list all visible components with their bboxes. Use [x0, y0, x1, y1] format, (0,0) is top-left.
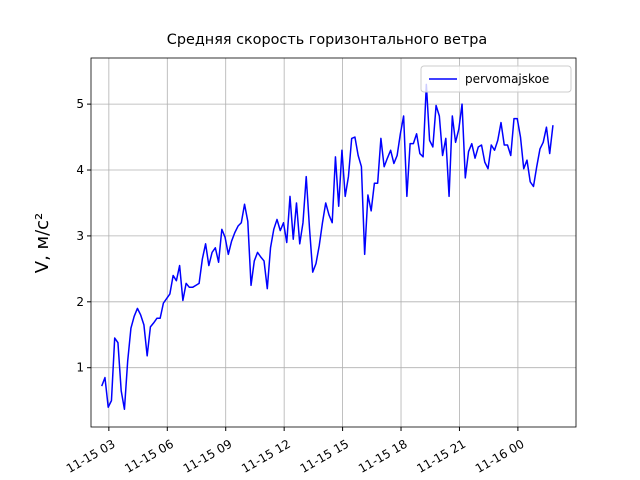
data-line	[101, 83, 554, 410]
y-tick-label: 1	[76, 361, 84, 375]
chart-title: Средняя скорость горизонтального ветра	[167, 32, 487, 48]
legend-box	[420, 65, 572, 93]
axes-frame	[90, 57, 577, 428]
y-tick-label: 2	[76, 295, 84, 309]
y-axis-label: V, м/с²	[32, 213, 53, 274]
y-tick-label: 5	[76, 97, 84, 111]
legend-label: pervomajskoe	[465, 72, 549, 86]
y-tick-label: 4	[76, 163, 84, 177]
y-tick-label: 3	[76, 229, 84, 243]
